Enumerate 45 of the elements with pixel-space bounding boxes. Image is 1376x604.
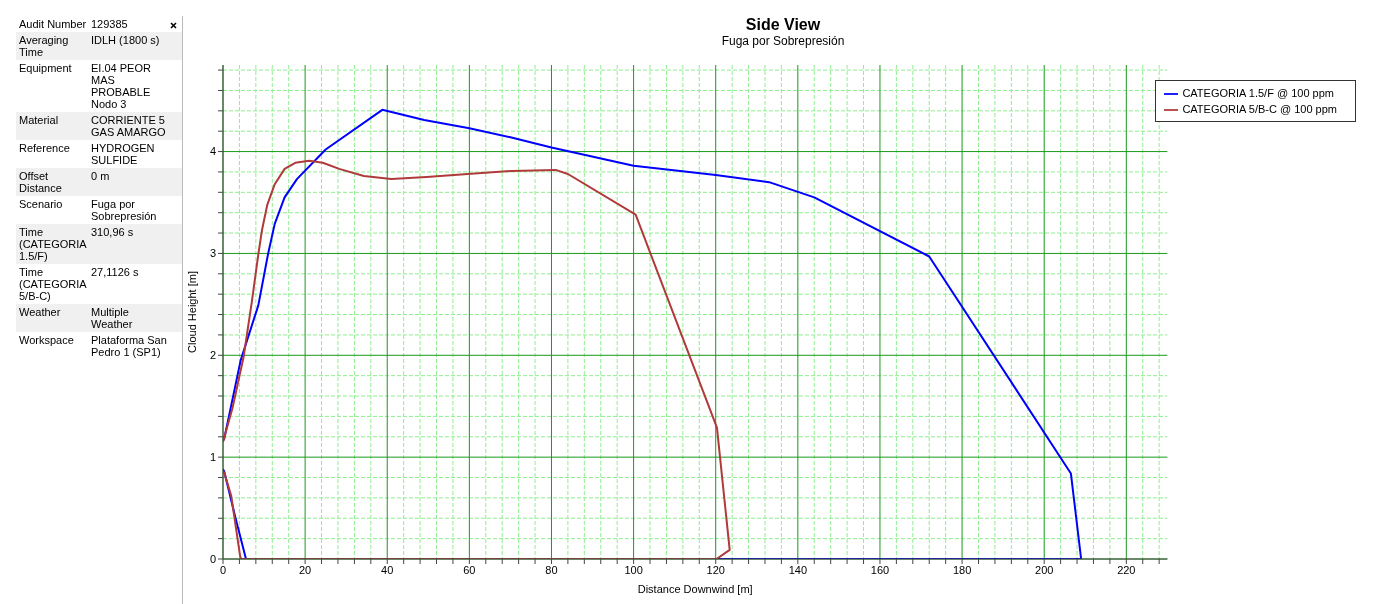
text: CORRIENTE 5 GAS AMARGO	[91, 114, 167, 138]
text: Time (CATEGORIA 1.5/F)	[19, 226, 88, 262]
text: Material	[19, 114, 60, 128]
text: Equipment	[19, 62, 73, 76]
text: 27,1126 s	[91, 266, 140, 280]
x-tick-label: 100	[624, 563, 643, 576]
y-axis-title: Cloud Height [m]	[185, 271, 198, 353]
text: Averaging Time	[19, 34, 70, 58]
y-tick-label: 0	[209, 552, 216, 565]
x-tick-label: 140	[788, 563, 808, 576]
x-tick-label: 80	[545, 563, 558, 576]
text: Offset Distance	[19, 170, 63, 194]
y-tick-label: 1	[209, 451, 216, 464]
text: Plataforma San Pedro 1 (SP1)	[91, 334, 168, 358]
text: 0 m	[91, 170, 111, 184]
text: 129385	[91, 18, 129, 30]
x-axis-title: Distance Downwind [m]	[637, 583, 753, 595]
text: Time (CATEGORIA 5/B-C)	[19, 266, 88, 302]
x-tick-label: 20	[298, 563, 312, 576]
chart-subtitle: Fuga por Sobrepresión	[720, 34, 846, 48]
y-tick-label: 3	[209, 247, 216, 260]
y-tick-label: 4	[209, 145, 216, 158]
y-tick-label: 2	[209, 349, 216, 362]
x-tick-label: 60	[463, 563, 476, 576]
text: Reference	[19, 142, 71, 156]
text: IDLH (1800 s)	[91, 34, 161, 48]
legend-label: CATEGORIA 1.5/F @ 100 ppm	[1182, 87, 1334, 99]
text: Workspace	[19, 334, 75, 348]
text: EI.04 PEOR MAS PROBABLE Nodo 3	[91, 62, 152, 110]
chart-title: Side View	[744, 16, 822, 34]
x-tick-label: 180	[952, 563, 972, 576]
x-tick-label: 120	[706, 563, 725, 576]
x-tick-label: 200	[1035, 563, 1054, 576]
x-tick-label: 160	[870, 563, 890, 576]
legend-label: CATEGORIA 5/B-C @ 100 ppm	[1182, 103, 1337, 116]
x-tick-label: 40	[381, 563, 394, 576]
text: Audit Number	[19, 18, 88, 30]
text: Scenario	[19, 198, 64, 212]
text: 310,96 s	[91, 226, 135, 240]
text: Multiple Weather	[91, 306, 134, 330]
text: Weather	[19, 306, 62, 320]
text: Fuga por Sobrepresión	[91, 198, 158, 222]
x-tick-label: 220	[1117, 563, 1136, 576]
text: HYDROGEN SULFIDE	[91, 142, 156, 166]
x-tick-label: 0	[219, 563, 227, 576]
